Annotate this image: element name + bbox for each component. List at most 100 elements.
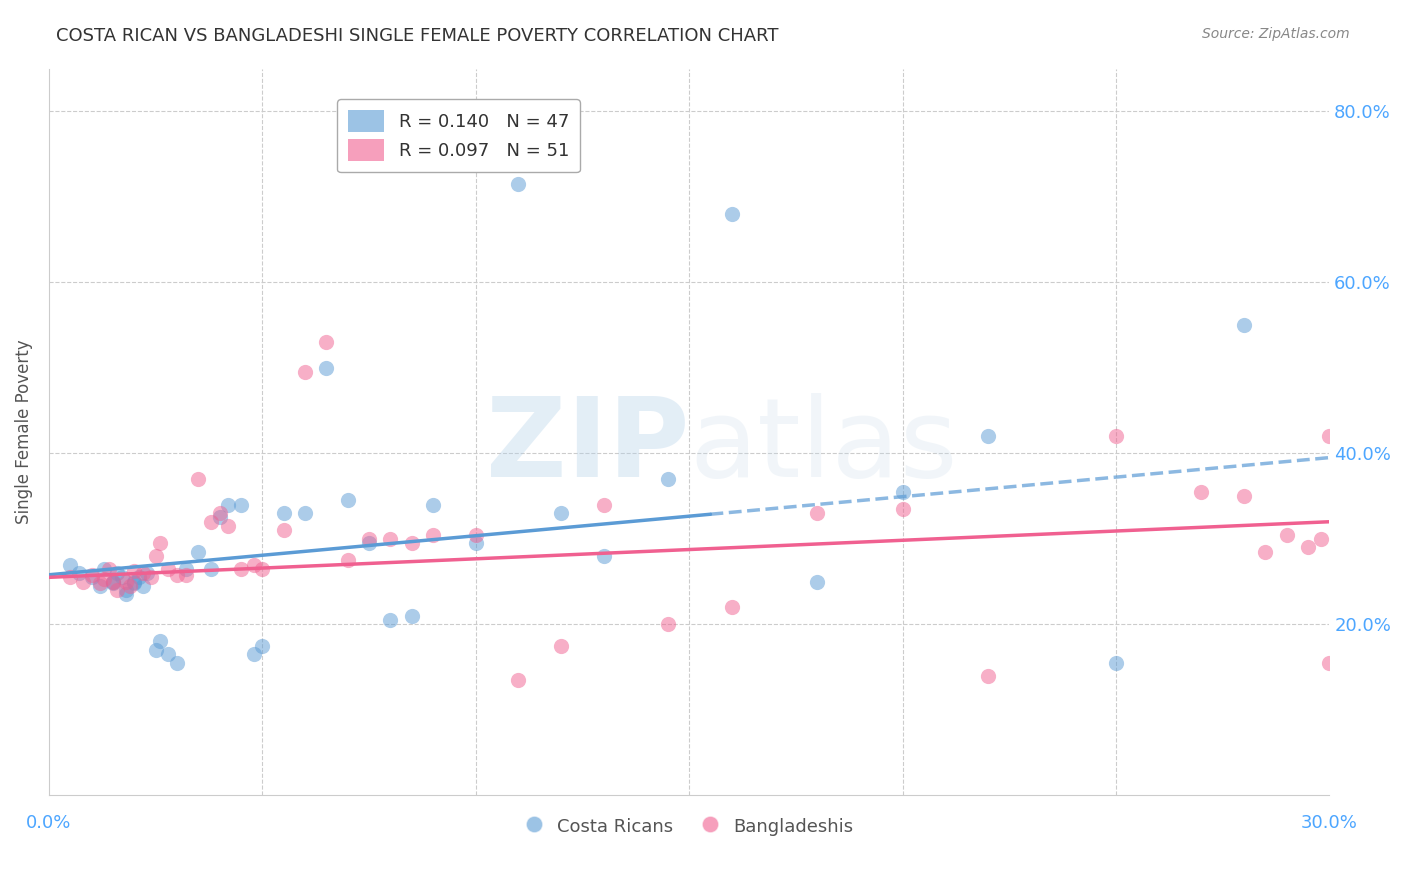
Point [145, 549, 167, 563]
Point [187, 544, 209, 558]
Point [1309, 532, 1331, 546]
Point [806, 506, 828, 520]
Point [243, 558, 266, 572]
Point [464, 527, 486, 541]
Point [252, 562, 274, 576]
Point [294, 506, 316, 520]
Point [550, 639, 572, 653]
Point [149, 536, 172, 550]
Point [67, 566, 90, 580]
Point [401, 536, 423, 550]
Point [89, 579, 111, 593]
Point [80, 567, 103, 582]
Point [806, 574, 828, 589]
Point [208, 506, 231, 520]
Point [72, 574, 94, 589]
Point [124, 576, 146, 591]
Point [977, 429, 1000, 443]
Point [114, 583, 136, 598]
Point [59, 558, 82, 572]
Point [550, 506, 572, 520]
Point [217, 519, 239, 533]
Point [149, 634, 172, 648]
Point [80, 570, 103, 584]
Point [101, 574, 124, 589]
Point [200, 515, 222, 529]
Point [1296, 541, 1319, 555]
Point [1275, 527, 1298, 541]
Point [136, 566, 159, 580]
Point [93, 572, 115, 586]
Point [1233, 318, 1256, 332]
Point [422, 527, 444, 541]
Point [166, 656, 188, 670]
Point [59, 570, 82, 584]
Point [243, 648, 266, 662]
Point [891, 484, 914, 499]
Point [157, 562, 180, 576]
Point [132, 579, 155, 593]
Point [217, 498, 239, 512]
Point [101, 574, 124, 589]
Point [105, 566, 128, 580]
Point [1189, 484, 1212, 499]
Point [1317, 656, 1340, 670]
Point [145, 643, 167, 657]
Point [1254, 544, 1277, 558]
Point [657, 472, 679, 486]
Point [89, 576, 111, 591]
Point [657, 617, 679, 632]
Point [401, 608, 423, 623]
Point [357, 536, 380, 550]
Point [977, 668, 1000, 682]
Point [124, 565, 146, 579]
Point [114, 587, 136, 601]
Point [1105, 656, 1128, 670]
Point [357, 532, 380, 546]
Text: Source: ZipAtlas.com: Source: ZipAtlas.com [1202, 27, 1350, 41]
Point [93, 562, 115, 576]
Point [132, 566, 155, 580]
Point [187, 472, 209, 486]
Point [891, 502, 914, 516]
Point [336, 493, 359, 508]
Point [592, 498, 614, 512]
Point [315, 335, 337, 350]
Point [720, 600, 742, 615]
Point [174, 562, 197, 576]
Text: 0.0%: 0.0% [27, 814, 72, 831]
Point [464, 536, 486, 550]
Point [174, 567, 197, 582]
Point [97, 562, 120, 576]
Point [166, 567, 188, 582]
Point [273, 506, 295, 520]
Point [336, 553, 359, 567]
Point [208, 510, 231, 524]
Point [1233, 489, 1256, 503]
Point [380, 532, 402, 546]
Point [110, 570, 132, 584]
Point [157, 648, 180, 662]
Y-axis label: Single Female Poverty: Single Female Poverty [15, 340, 32, 524]
Point [294, 365, 316, 379]
Point [105, 583, 128, 598]
Point [229, 498, 252, 512]
Point [1105, 429, 1128, 443]
Text: atlas: atlas [689, 393, 957, 500]
Point [273, 524, 295, 538]
Point [120, 579, 142, 593]
Point [422, 498, 444, 512]
Point [1317, 429, 1340, 443]
Point [124, 574, 146, 589]
Point [114, 574, 136, 589]
Point [141, 570, 163, 584]
Text: COSTA RICAN VS BANGLADESHI SINGLE FEMALE POVERTY CORRELATION CHART: COSTA RICAN VS BANGLADESHI SINGLE FEMALE… [56, 27, 779, 45]
Point [592, 549, 614, 563]
Point [720, 207, 742, 221]
Point [101, 576, 124, 591]
Point [252, 639, 274, 653]
Point [128, 570, 150, 584]
Text: 30.0%: 30.0% [1301, 814, 1358, 831]
Point [508, 673, 530, 687]
Text: ZIP: ZIP [485, 393, 689, 500]
